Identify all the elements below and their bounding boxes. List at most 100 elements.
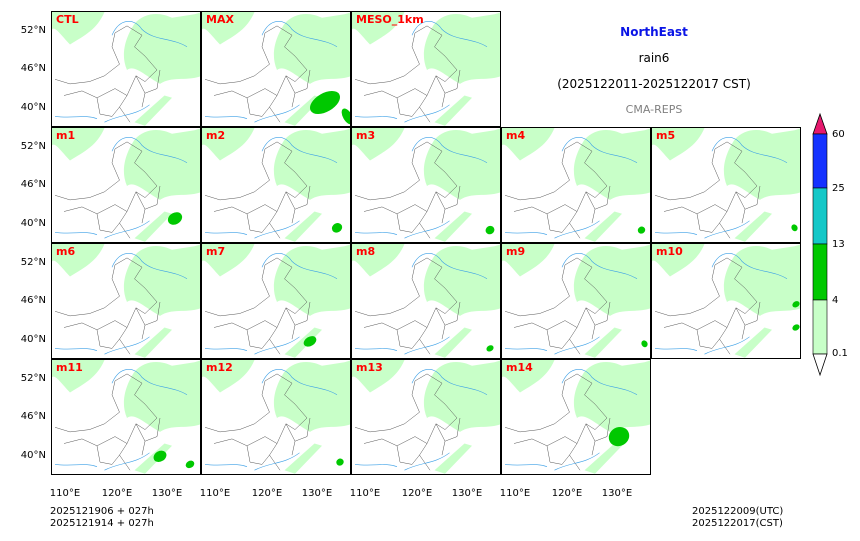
moderate-rain-area: [641, 340, 648, 348]
province-border: [696, 301, 761, 355]
lon-label: 120°E: [551, 488, 583, 499]
map-canvas: [502, 128, 650, 242]
light-rain-area: [352, 244, 405, 277]
province-border: [54, 257, 158, 331]
map-panel-meso_1km: MESO_1km: [351, 11, 501, 127]
lon-label: 130°E: [451, 488, 483, 499]
province-border: [96, 301, 161, 355]
map-canvas: [52, 128, 200, 242]
colorbar-bin-0.1-4: [812, 299, 828, 355]
map-canvas: [352, 128, 500, 242]
river-line: [54, 369, 188, 471]
map-panel-ctl: CTL: [51, 11, 201, 127]
light-rain-area: [734, 211, 772, 242]
river-line: [654, 253, 788, 355]
lat-label: 40°N: [20, 450, 46, 461]
lon-label: 120°E: [251, 488, 283, 499]
map-canvas: [352, 12, 500, 126]
map-canvas: [502, 244, 650, 358]
lon-label: 130°E: [301, 488, 333, 499]
moderate-rain-area: [792, 301, 800, 308]
panel-label: m14: [506, 361, 533, 374]
light-rain-area: [584, 327, 622, 358]
map-canvas: [502, 360, 650, 474]
province-border: [504, 141, 608, 215]
map-panel-max: MAX: [201, 11, 351, 127]
moderate-rain-area: [637, 226, 646, 234]
map-canvas: [352, 360, 500, 474]
moderate-rain-area: [485, 225, 495, 235]
map-panel-m8: m8: [351, 243, 501, 359]
panel-label: MAX: [206, 13, 234, 26]
province-border: [96, 417, 161, 471]
light-rain-area: [52, 244, 105, 277]
province-border: [546, 185, 611, 239]
map-panel-m2: m2: [201, 127, 351, 243]
province-border: [246, 301, 311, 355]
colorbar-bin-13-25: [812, 187, 828, 245]
lat-label: 40°N: [20, 102, 46, 113]
province-border: [396, 185, 461, 239]
colorbar-bin-4-13: [812, 243, 828, 301]
light-rain-area: [134, 95, 172, 126]
province-border: [504, 257, 608, 331]
panel-label: m7: [206, 245, 226, 258]
map-canvas: [52, 12, 200, 126]
map-panel-m11: m11: [51, 359, 201, 475]
light-rain-area: [52, 12, 105, 45]
province-border: [54, 25, 158, 99]
lat-label: 46°N: [20, 295, 46, 306]
lat-label: 52°N: [20, 141, 46, 152]
valid-time-utc: 2025122009(UTC): [692, 506, 784, 517]
colorbar-over-triangle: [812, 112, 828, 135]
map-panel-m5: m5: [651, 127, 801, 243]
light-rain-area: [52, 360, 105, 393]
map-canvas: [52, 360, 200, 474]
lon-label: 110°E: [349, 488, 381, 499]
panel-label: m6: [56, 245, 76, 258]
province-border: [504, 373, 608, 447]
panel-label: m3: [356, 129, 376, 142]
panel-label: MESO_1km: [356, 13, 424, 26]
province-border: [54, 141, 158, 215]
province-border: [654, 257, 758, 331]
river-line: [204, 21, 338, 123]
moderate-rain-area: [792, 324, 800, 331]
light-rain-area: [202, 360, 255, 393]
lat-label: 52°N: [20, 257, 46, 268]
lat-label: 52°N: [20, 25, 46, 36]
moderate-rain-area: [791, 224, 798, 232]
moderate-rain-area: [153, 450, 167, 462]
light-rain-area: [434, 443, 472, 474]
river-line: [204, 369, 338, 471]
province-border: [204, 141, 308, 215]
province-border: [246, 185, 311, 239]
map-panel-m3: m3: [351, 127, 501, 243]
province-border: [546, 301, 611, 355]
panel-label: m8: [356, 245, 376, 258]
light-rain-area: [734, 327, 772, 358]
moderate-rain-area: [167, 212, 183, 225]
lon-label: 130°E: [151, 488, 183, 499]
lon-label: 120°E: [401, 488, 433, 499]
lon-label: 110°E: [499, 488, 531, 499]
province-border: [654, 141, 758, 215]
panel-label: m13: [356, 361, 383, 374]
province-border: [396, 417, 461, 471]
province-border: [354, 25, 458, 99]
river-line: [354, 369, 488, 471]
lon-label: 120°E: [101, 488, 133, 499]
map-panel-m1: m1: [51, 127, 201, 243]
map-canvas: [202, 128, 350, 242]
light-rain-area: [584, 211, 622, 242]
light-rain-area: [284, 327, 322, 358]
panel-label: m4: [506, 129, 526, 142]
light-rain-area: [352, 360, 405, 393]
moderate-rain-area: [336, 458, 344, 466]
province-border: [354, 257, 458, 331]
map-canvas: [202, 12, 350, 126]
moderate-rain-area: [309, 90, 341, 115]
river-line: [54, 137, 188, 239]
colorbar-under-triangle: [812, 353, 828, 377]
lon-label: 110°E: [49, 488, 81, 499]
